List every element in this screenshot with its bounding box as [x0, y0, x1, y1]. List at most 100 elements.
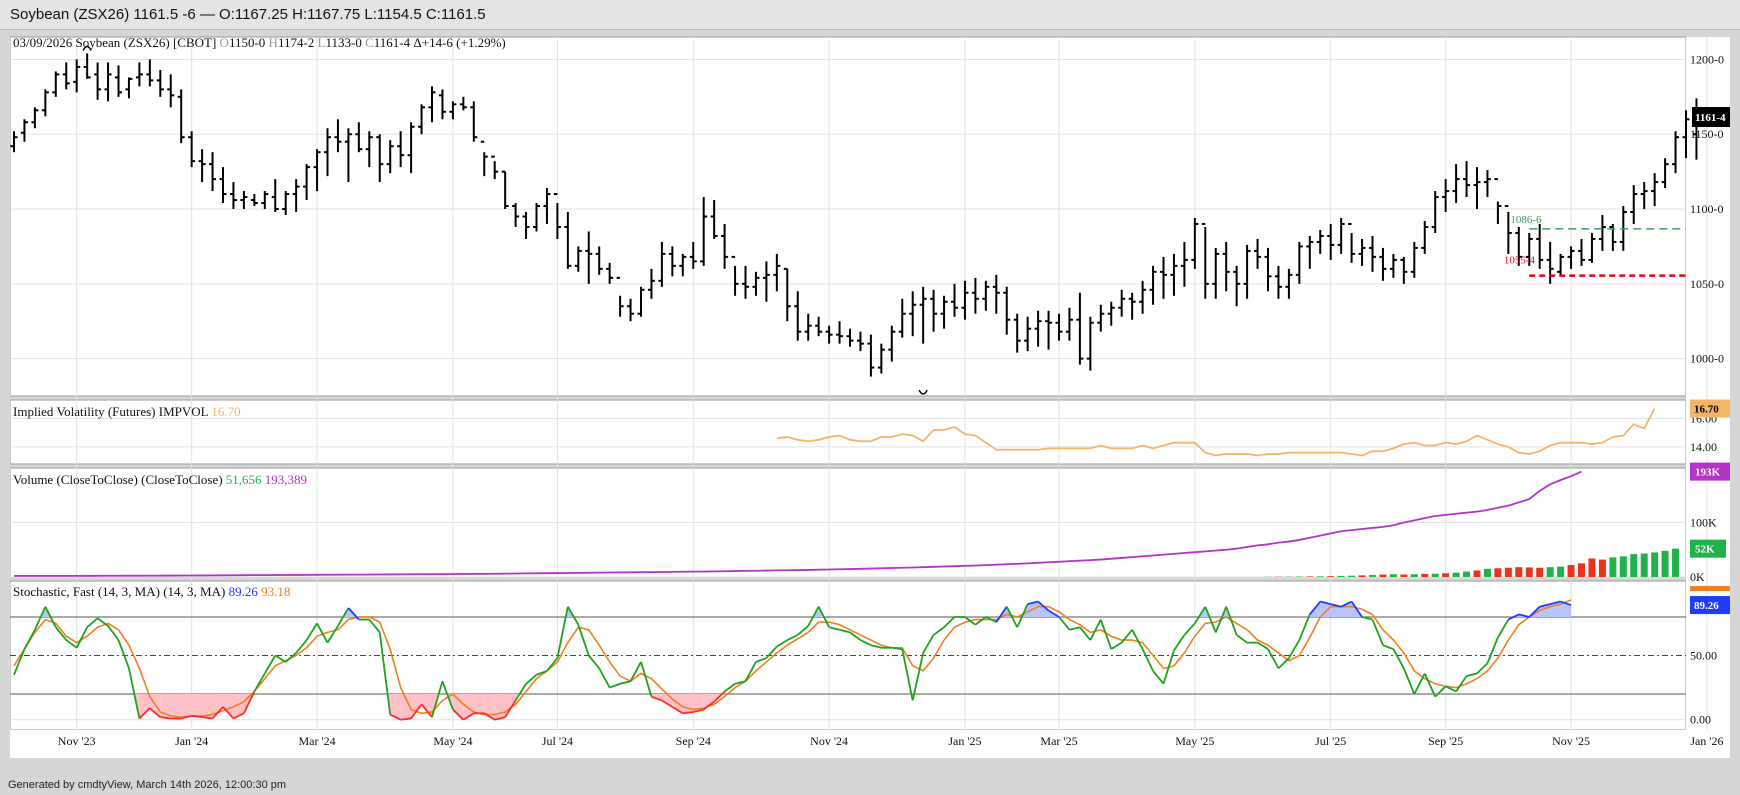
stoch-k-line — [1309, 600, 1321, 615]
price-tick-label: 1050-0 — [1690, 277, 1724, 291]
stoch-k-line — [1330, 603, 1342, 608]
iv-header-part: IMPVOL — [159, 404, 212, 419]
stoch-k-line — [870, 644, 882, 649]
volume-bar — [1578, 563, 1585, 577]
stoch-overbought-fill — [1560, 601, 1572, 617]
stoch-k-line — [180, 714, 192, 720]
volume-bar — [1515, 567, 1523, 577]
stoch-oversold-fill — [181, 694, 192, 719]
stoch-k-line — [107, 625, 120, 641]
volume-bar — [1327, 576, 1335, 577]
stoch-k-line — [316, 622, 329, 644]
stoch-k-line — [264, 655, 277, 674]
stoch-k-line — [1486, 637, 1499, 664]
stoch-k-line — [567, 606, 580, 626]
volume-bar — [1316, 576, 1324, 577]
volume-header-part: Volume (CloseToClose) — [13, 472, 141, 487]
support-label: 1055-4 — [1504, 255, 1536, 267]
volume-bar — [1598, 559, 1606, 577]
volume-header: Volume (CloseToClose) (CloseToClose) 51,… — [13, 472, 307, 487]
stoch-k-line — [839, 628, 851, 634]
stoch-k-line — [651, 695, 663, 702]
volume-tick-label: 100K — [1690, 516, 1717, 530]
stoch-k-line — [640, 661, 653, 697]
stoch-oversold-fill — [223, 694, 234, 719]
y-axis-area — [1686, 37, 1730, 758]
volume-bar — [1348, 575, 1356, 577]
last-price-label: 1161-4 — [1695, 112, 1726, 124]
volume-bar — [1640, 553, 1648, 577]
price-header-part: L — [318, 35, 326, 50]
stoch-k-line — [1423, 673, 1437, 697]
stoch-k-line — [1152, 670, 1165, 685]
stoch-oversold-fill — [233, 694, 244, 719]
volume-bar — [1567, 565, 1575, 577]
stoch-k-line — [776, 639, 788, 648]
iv-header-part: 16.70 — [211, 404, 240, 419]
stoch-k-line — [462, 712, 475, 721]
price-header-part: C — [365, 35, 374, 50]
stoch-k-line — [1267, 648, 1280, 669]
volume-bar — [1389, 574, 1397, 577]
stoch-k-line — [1204, 606, 1217, 633]
volume-bar — [1358, 575, 1366, 577]
volume-bar — [1525, 567, 1533, 577]
stoch-k-line — [285, 652, 297, 663]
stoch-k-line — [326, 625, 339, 644]
stoch-k-line — [1110, 641, 1123, 650]
stoch-k-line — [55, 626, 67, 641]
volume-header-part: (CloseToClose) — [141, 472, 226, 487]
volume-bar — [1494, 568, 1502, 577]
stoch-k-line — [1121, 629, 1133, 644]
stoch-oversold-fill — [139, 694, 150, 719]
x-axis-label: Nov '25 — [1552, 734, 1590, 748]
stoch-k-line — [452, 708, 464, 721]
volume-bar — [1410, 574, 1418, 577]
stoch-k-line — [661, 699, 673, 708]
x-axis-label: Nov '24 — [810, 734, 848, 748]
x-axis-label: Jan '26 — [1690, 734, 1723, 748]
stoch-k-line — [1434, 685, 1447, 698]
stoch-k-line — [1288, 639, 1301, 659]
stoch-k-line — [201, 716, 213, 720]
stoch-k-line — [1058, 616, 1071, 631]
stoch-overbought-fill — [1038, 601, 1049, 617]
stoch-k-line — [964, 616, 976, 626]
volume-bar — [1400, 574, 1408, 577]
iv-tick-label: 14.00 — [1690, 440, 1717, 454]
panel-iv — [10, 399, 1687, 465]
stoch-k-line — [911, 652, 925, 701]
volume-bar — [1651, 552, 1659, 577]
volume-bar — [1588, 558, 1596, 577]
stoch-k-line — [117, 639, 130, 669]
stoch-k-line — [734, 680, 746, 685]
price-header: 03/09/2026 Soybean (ZSX26) [CBOT] O1150-… — [13, 35, 506, 50]
window-titlebar: Soybean (ZSX26) 1161.5 -6 — O:1167.25 H:… — [0, 0, 1740, 30]
volume-bar — [1337, 575, 1345, 577]
chart-area[interactable]: 1200-0 1150-0 1100-0 1050-0 1000-0 1086-6 1055… — [10, 30, 1730, 779]
stoch-k-line — [1455, 675, 1468, 692]
stoch-k-line — [410, 703, 423, 719]
stoch-k-line — [483, 712, 496, 721]
stoch-k-line — [368, 618, 381, 633]
stoch-k-line — [1518, 613, 1530, 618]
stoch-k-line — [891, 646, 903, 650]
stoch-k-line — [1413, 673, 1426, 695]
stoch-k-line — [149, 707, 161, 718]
stoch-k-line — [1027, 600, 1039, 605]
stoch-k-line — [1194, 606, 1207, 624]
volume-bar — [1473, 570, 1481, 577]
price-header-part: 1161-4 — [374, 35, 414, 50]
stoch-k-line — [619, 680, 631, 685]
volume-bar — [1369, 575, 1376, 577]
stoch-k-line — [1048, 609, 1060, 618]
stoch-k-line — [243, 691, 256, 714]
x-axis-label: Sep '25 — [1428, 734, 1463, 748]
stoch-k-line — [1069, 626, 1081, 631]
stoch-k-line — [598, 667, 611, 689]
stoch-k-line — [441, 680, 454, 710]
stoch-k-line — [807, 606, 820, 627]
peak-marker — [82, 45, 92, 51]
price-tick-label: 1200-0 — [1690, 52, 1724, 66]
stoch-k-line — [337, 607, 350, 627]
